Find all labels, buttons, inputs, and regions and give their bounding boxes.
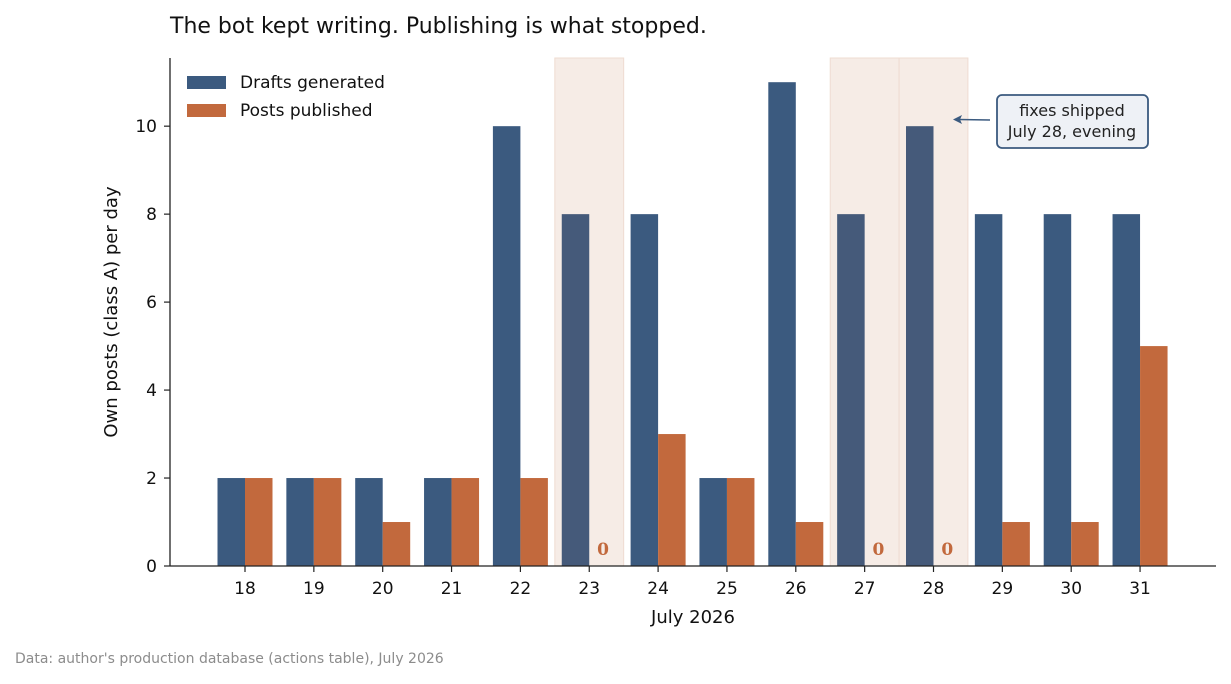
bar-published-26 <box>795 522 824 566</box>
legend-label-drafts: Drafts generated <box>240 73 385 93</box>
x-axis-label: July 2026 <box>650 607 735 628</box>
y-ticks: 0 2 4 6 8 10 <box>135 117 170 577</box>
axes <box>169 58 1216 567</box>
bar-drafts-18 <box>217 478 245 566</box>
bar-published-24 <box>658 434 686 566</box>
bar-drafts-30 <box>1043 214 1072 566</box>
bar-drafts-28 <box>906 126 934 566</box>
x-tick-label-27: 27 <box>854 579 876 599</box>
x-ticks: 18 19 20 21 22 23 24 25 26 27 28 29 30 31 <box>234 566 1151 599</box>
highlight-bands <box>554 57 969 567</box>
y-tick-label-4: 4 <box>146 381 157 401</box>
bars-group <box>217 82 1168 566</box>
x-tick-label-18: 18 <box>234 579 256 599</box>
x-tick-label-24: 24 <box>647 579 669 599</box>
bar-drafts-20 <box>355 478 383 566</box>
bar-published-31 <box>1140 346 1168 566</box>
bar-drafts-22 <box>492 126 521 566</box>
y-tick-label-2: 2 <box>146 469 157 489</box>
bar-published-18 <box>245 478 273 566</box>
x-tick-label-26: 26 <box>785 579 807 599</box>
x-tick-label-30: 30 <box>1060 579 1082 599</box>
bar-published-19 <box>313 478 342 566</box>
legend: Drafts generated Posts published <box>187 73 385 121</box>
annotation-arrow-line <box>957 118 991 121</box>
bar-published-20 <box>382 522 411 566</box>
annotation-box <box>996 94 1149 149</box>
x-tick-label-20: 20 <box>372 579 394 599</box>
x-tick-label-29: 29 <box>992 579 1014 599</box>
zero-label-23: 0 <box>597 540 609 560</box>
y-axis-label: Own posts (class A) per day <box>101 186 122 438</box>
bar-published-21 <box>451 478 480 566</box>
bar-drafts-26 <box>768 82 796 566</box>
annotation: fixes shipped July 28, evening <box>953 94 1149 149</box>
bar-drafts-21 <box>424 478 452 566</box>
legend-label-published: Posts published <box>240 101 373 121</box>
bar-published-30 <box>1071 522 1099 566</box>
bar-drafts-19 <box>286 478 314 566</box>
x-tick-label-19: 19 <box>303 579 325 599</box>
zero-labels: 0 0 0 <box>597 540 953 560</box>
bar-drafts-23 <box>561 214 590 566</box>
x-tick-label-25: 25 <box>716 579 738 599</box>
x-tick-label-21: 21 <box>441 579 463 599</box>
x-tick-label-23: 23 <box>578 579 600 599</box>
source-note: Data: author's production database (acti… <box>15 651 444 667</box>
bar-published-25 <box>726 478 755 566</box>
y-tick-label-6: 6 <box>146 293 157 313</box>
x-tick-label-28: 28 <box>923 579 945 599</box>
y-tick-label-0: 0 <box>146 557 157 577</box>
annotation-text-line2: July 28, evening <box>1007 122 1136 141</box>
x-tick-label-31: 31 <box>1129 579 1151 599</box>
y-tick-label-8: 8 <box>146 205 157 225</box>
zero-label-27: 0 <box>872 540 884 560</box>
bar-drafts-31 <box>1112 214 1141 566</box>
annotation-text-line1: fixes shipped <box>1019 101 1125 120</box>
bar-drafts-24 <box>630 214 659 566</box>
zero-label-28: 0 <box>941 540 953 560</box>
bar-published-29 <box>1002 522 1030 566</box>
bar-drafts-29 <box>974 214 1003 566</box>
legend-swatch-drafts <box>187 76 226 89</box>
bar-drafts-25 <box>699 478 727 566</box>
legend-swatch-published <box>187 104 226 117</box>
chart-title: The bot kept writing. Publishing is what… <box>169 14 707 39</box>
bar-drafts-27 <box>837 214 865 566</box>
bar-published-22 <box>520 478 548 566</box>
annotation-arrowhead <box>953 115 962 124</box>
y-tick-label-10: 10 <box>135 117 157 137</box>
x-tick-label-22: 22 <box>510 579 532 599</box>
